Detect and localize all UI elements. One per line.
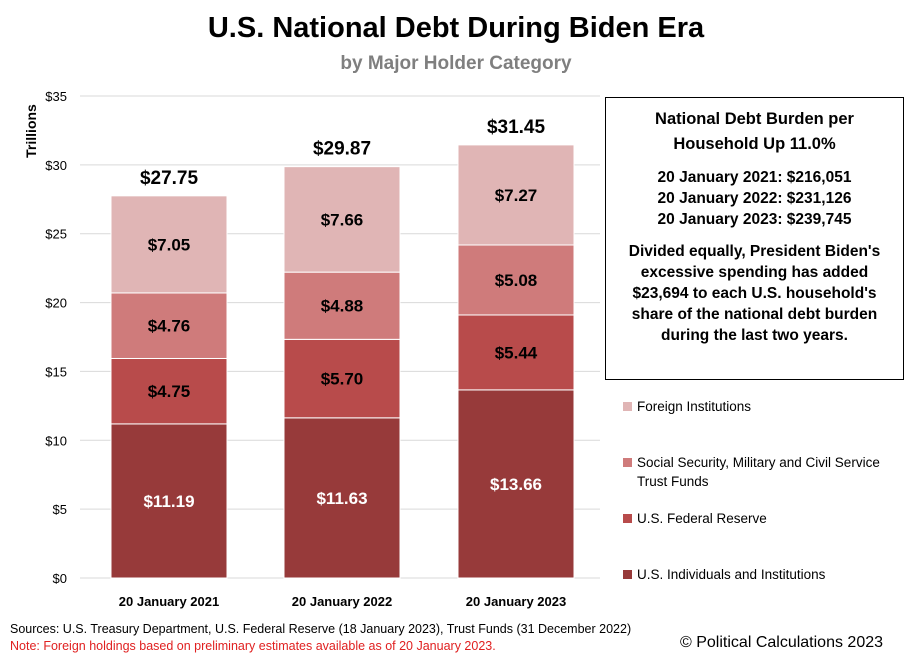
bar-segment xyxy=(283,338,401,419)
bar-value-label: $4.75 xyxy=(148,382,191,401)
bar-value-label: $13.66 xyxy=(490,475,542,494)
bar-segment xyxy=(457,144,575,246)
y-tick-label: $10 xyxy=(45,433,67,448)
bar-value-label: $5.08 xyxy=(495,271,538,290)
x-category-label: 20 January 2021 xyxy=(119,594,219,609)
bar-value-label: $4.88 xyxy=(321,297,364,316)
bar-total-label: $27.75 xyxy=(140,168,199,189)
bar-value-label: $11.19 xyxy=(143,492,194,511)
footer-copyright: © Political Calculations 2023 xyxy=(680,634,884,651)
bar-total-label: $31.45 xyxy=(487,117,546,138)
info-box-line: 20 January 2021: $216,051 xyxy=(657,169,852,186)
chart-subtitle: by Major Holder Category xyxy=(340,53,572,74)
y-tick-label: $35 xyxy=(45,89,67,104)
legend-label: U.S. Federal Reserve xyxy=(637,511,767,526)
legend-label: Foreign Institutions xyxy=(637,399,752,414)
y-tick-label: $20 xyxy=(45,296,67,311)
bar-segment xyxy=(110,423,228,579)
legend-label: U.S. Individuals and Institutions xyxy=(637,567,826,582)
bar-value-label: $7.27 xyxy=(495,186,538,205)
bar-value-label: $5.70 xyxy=(321,370,364,389)
legend-swatch xyxy=(623,570,632,579)
household-debt-info-box: National Debt Burden per Household Up 11… xyxy=(605,97,904,380)
chart-title: U.S. National Debt During Biden Era xyxy=(207,12,705,44)
y-tick-label: $30 xyxy=(45,158,67,173)
bar-segment xyxy=(283,271,401,340)
info-box-line: 20 January 2023: $239,745 xyxy=(657,211,852,228)
legend-swatch xyxy=(623,402,632,411)
bar-value-label: $5.44 xyxy=(495,343,538,362)
bar-segment xyxy=(457,244,575,316)
bar-segment xyxy=(457,314,575,391)
bar-segment xyxy=(457,389,575,579)
x-category-label: 20 January 2022 xyxy=(292,594,392,609)
y-axis-title: Trillions xyxy=(23,104,39,158)
bar-segment xyxy=(110,292,228,359)
legend-label: Social Security, Military and Civil Serv… xyxy=(637,455,880,489)
bar-segment xyxy=(283,166,401,273)
info-box-title: National Debt Burden per Household Up 11… xyxy=(655,110,854,153)
y-tick-label: $5 xyxy=(53,502,67,517)
x-category-label: 20 January 2023 xyxy=(466,594,566,609)
bar-segment xyxy=(110,357,228,425)
bar-segment xyxy=(110,195,228,294)
y-tick-label: $0 xyxy=(53,571,67,586)
y-tick-label: $25 xyxy=(45,227,67,242)
footer-sources: Sources: U.S. Treasury Department, U.S. … xyxy=(10,622,632,636)
bar-value-label: $4.76 xyxy=(148,317,191,336)
footer-note: Note: Foreign holdings based on prelimin… xyxy=(10,639,496,653)
legend-swatch xyxy=(623,458,632,467)
y-tick-label: $15 xyxy=(45,364,67,379)
info-box-body: Divided equally, President Biden's exces… xyxy=(628,243,881,344)
bar-segment xyxy=(283,417,401,579)
bar-value-label: $11.63 xyxy=(316,489,367,508)
bar-total-label: $29.87 xyxy=(313,139,371,160)
legend-swatch xyxy=(623,514,632,523)
bar-value-label: $7.66 xyxy=(321,210,364,229)
info-box-line: 20 January 2022: $231,126 xyxy=(657,190,852,207)
bar-value-label: $7.05 xyxy=(148,235,191,254)
